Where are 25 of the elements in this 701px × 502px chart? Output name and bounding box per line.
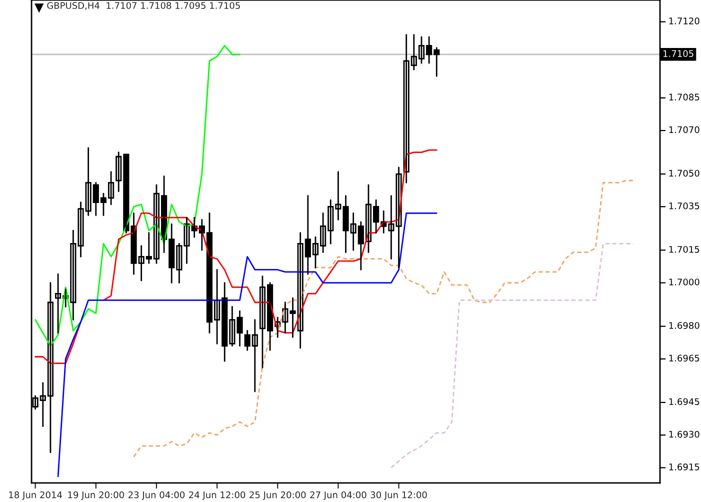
x-tick-label: 24 Jun 12:00 xyxy=(189,491,246,500)
y-tick-label: 1.6945 xyxy=(669,398,700,406)
x-tick-label: 25 Jun 20:00 xyxy=(250,491,306,500)
x-tick-label: 27 Jun 04:00 xyxy=(310,491,366,500)
x-tick-label: 23 Jun 04:00 xyxy=(128,491,185,500)
line-series xyxy=(57,212,438,478)
y-tick-label: 1.7015 xyxy=(669,246,700,253)
y-tick-label: 1.7070 xyxy=(669,126,700,134)
ref-line-label: 1.7105 xyxy=(663,50,694,58)
y-tick-label: 1.7050 xyxy=(669,170,700,177)
y-tick-label: 1.6915 xyxy=(669,463,700,470)
x-tick-label: 18 Jun 2014 xyxy=(9,491,62,500)
x-tick-label: 19 Jun 20:00 xyxy=(68,491,124,500)
y-tick-label: 1.7120 xyxy=(669,18,700,24)
y-tick-label: 1.6930 xyxy=(669,430,700,438)
line-series xyxy=(34,44,240,347)
line-series xyxy=(133,180,634,458)
x-tick-label: 30 Jun 12:00 xyxy=(370,491,427,500)
y-tick-label: 1.7000 xyxy=(669,278,700,286)
chart-title: GBPUSD,H4 1.7107 1.7108 1.7095 1.7105 xyxy=(47,2,240,10)
line-series xyxy=(390,242,634,468)
y-tick-label: 1.7085 xyxy=(669,94,700,101)
y-tick-label: 1.7035 xyxy=(669,202,700,210)
y-tick-label: 1.6965 xyxy=(669,354,700,362)
y-tick-label: 1.6980 xyxy=(669,322,700,329)
